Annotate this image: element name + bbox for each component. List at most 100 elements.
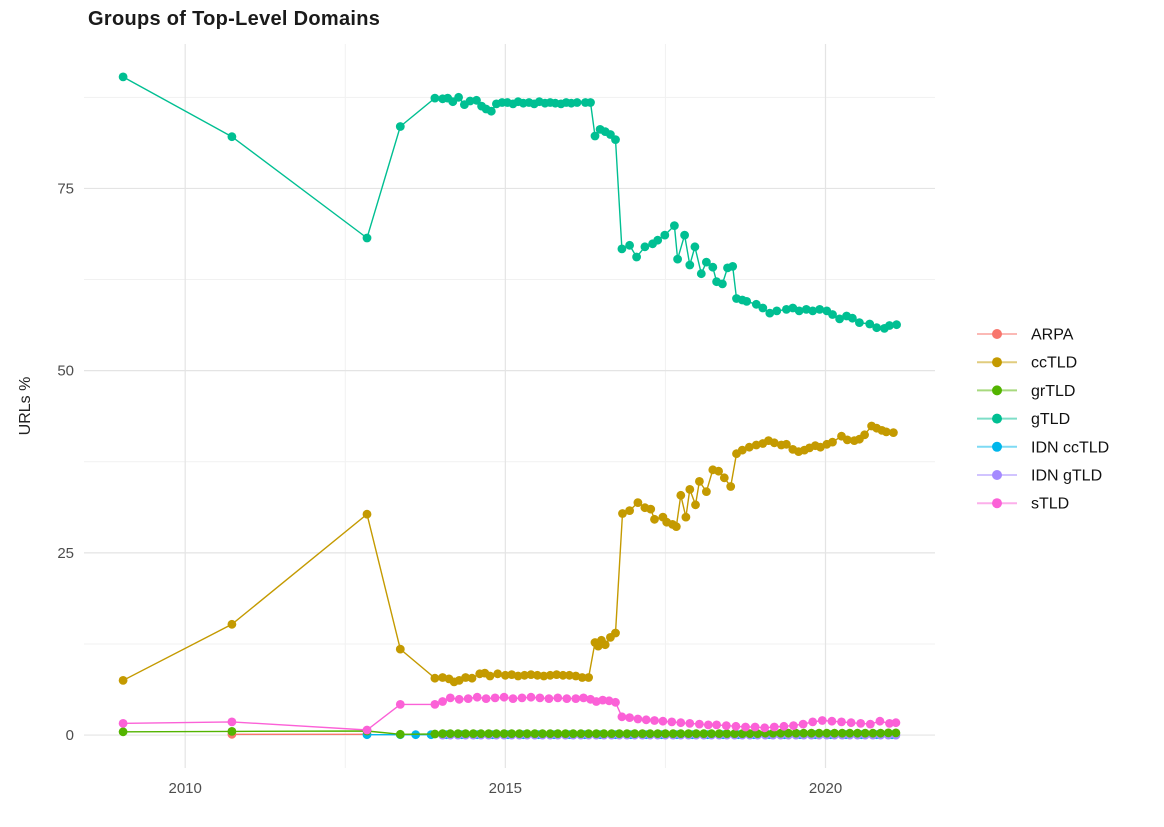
legend-key-point [992, 413, 1002, 424]
data-point [430, 93, 440, 103]
data-point [667, 717, 677, 727]
legend-item-cctld: ccTLD [977, 355, 1077, 372]
data-point [584, 673, 593, 682]
data-point [699, 729, 709, 738]
legend-item-stld: sTLD [977, 496, 1069, 513]
data-point [726, 482, 736, 491]
data-point [696, 269, 706, 279]
data-point [438, 729, 447, 738]
data-point [891, 718, 901, 728]
data-point [515, 729, 524, 738]
legend-label: IDN ccTLD [1031, 439, 1109, 456]
data-point [868, 728, 878, 738]
data-point [815, 305, 825, 314]
data-point [572, 98, 582, 107]
data-point [808, 717, 818, 727]
data-point [625, 506, 634, 515]
data-point [737, 729, 747, 738]
data-point [445, 693, 455, 703]
data-point [691, 729, 701, 738]
data-point [646, 504, 656, 514]
data-point [571, 694, 581, 703]
data-point [118, 676, 128, 685]
data-point [807, 728, 816, 738]
legend-key-point [992, 441, 1002, 452]
data-point [681, 512, 691, 522]
data-point [507, 729, 517, 738]
data-point [741, 722, 750, 732]
data-point [881, 427, 891, 437]
data-point [598, 695, 608, 705]
data-point [445, 729, 455, 738]
series-grtld [118, 726, 901, 739]
data-point [668, 729, 678, 738]
data-point [530, 729, 540, 738]
data-point [814, 728, 824, 738]
data-point [670, 221, 679, 231]
data-point [490, 693, 500, 703]
data-point [227, 619, 237, 629]
legend-key-point [992, 385, 1002, 396]
data-point [484, 729, 494, 738]
data-point [362, 725, 372, 735]
data-point [837, 728, 847, 738]
legend-label: ccTLD [1031, 355, 1077, 372]
data-point [791, 728, 801, 738]
data-point [633, 714, 643, 724]
data-point [538, 729, 547, 738]
series-stld [118, 692, 901, 735]
data-point [685, 260, 695, 270]
data-point [892, 320, 901, 330]
data-point [607, 729, 616, 738]
data-point [618, 509, 627, 518]
data-point [731, 721, 741, 731]
data-point [658, 716, 668, 726]
data-point [737, 445, 747, 455]
chart-title: Groups of Top-Level Domains [88, 8, 381, 30]
data-point [784, 728, 793, 738]
data-point [885, 719, 894, 728]
data-point [513, 671, 523, 681]
data-point [553, 693, 563, 703]
data-point [837, 717, 846, 727]
data-point [760, 723, 770, 733]
data-point [650, 716, 659, 725]
data-point [576, 729, 586, 738]
data-point [690, 242, 700, 252]
data-point [499, 692, 509, 702]
data-point [118, 727, 128, 737]
data-point [702, 487, 711, 496]
data-point [676, 718, 686, 728]
data-point [855, 318, 864, 327]
legend-item-idn-gtld: IDN gTLD [977, 468, 1102, 485]
data-point [465, 96, 475, 106]
data-point [544, 694, 554, 703]
data-point [486, 106, 496, 116]
data-point [645, 729, 655, 738]
data-point [865, 319, 875, 329]
data-point [533, 670, 542, 680]
data-point [430, 673, 440, 683]
data-point [430, 729, 440, 739]
series-gtld [118, 72, 901, 333]
data-point [395, 700, 405, 709]
data-point [590, 131, 600, 141]
data-point [611, 628, 620, 638]
data-point [753, 729, 762, 738]
data-point [865, 719, 875, 729]
data-point [611, 697, 620, 707]
data-point [676, 490, 686, 500]
data-point [876, 728, 885, 738]
legend-key-point [992, 357, 1002, 368]
data-point [617, 712, 627, 722]
data-point [751, 299, 761, 309]
data-point [539, 671, 549, 681]
data-point [508, 694, 518, 703]
data-point [712, 720, 721, 730]
data-point [889, 428, 898, 437]
data-point [227, 727, 237, 736]
data-point [438, 697, 447, 706]
data-point [714, 729, 724, 738]
data-point [614, 729, 624, 738]
data-point [845, 728, 855, 738]
